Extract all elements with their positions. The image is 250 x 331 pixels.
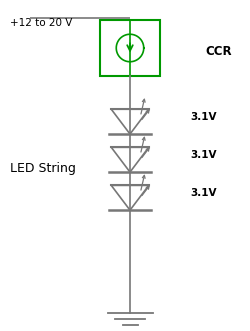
Text: LED String: LED String: [10, 162, 76, 175]
Bar: [100, 20, 160, 76]
Text: CCR: CCR: [205, 45, 232, 58]
Text: +12 to 20 V: +12 to 20 V: [10, 18, 72, 28]
Text: 3.1V: 3.1V: [190, 188, 216, 198]
Text: 3.1V: 3.1V: [190, 150, 216, 160]
Text: 3.1V: 3.1V: [190, 112, 216, 121]
